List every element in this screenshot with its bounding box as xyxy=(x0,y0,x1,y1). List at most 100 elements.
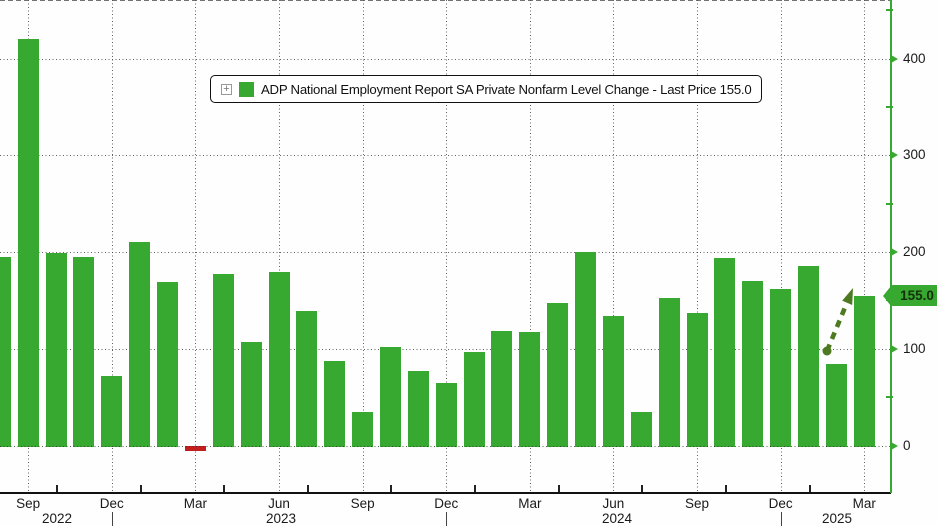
bar-sep-2022 xyxy=(17,39,39,447)
gridline-v xyxy=(529,0,531,492)
bar-nov-2023 xyxy=(407,371,429,447)
y-axis-minor-tick xyxy=(886,396,893,399)
bar-aug-2023 xyxy=(324,361,346,447)
x-year-label: 2023 xyxy=(265,511,297,526)
y-axis-tick-arrow-icon xyxy=(891,151,898,160)
bar-may-2024 xyxy=(575,252,597,447)
year-separator xyxy=(446,512,448,526)
bar-dec-2022 xyxy=(101,375,123,447)
gridline-h-300 xyxy=(0,155,891,157)
bar-jan-2025 xyxy=(798,265,820,447)
bar-jul-2024 xyxy=(630,411,652,447)
legend-expand-icon[interactable]: + xyxy=(221,83,232,95)
x-axis-tick xyxy=(474,485,477,492)
x-axis-tick xyxy=(306,485,309,492)
x-month-label: Mar xyxy=(518,496,542,511)
bar-dec-2024 xyxy=(770,288,792,447)
gridline-h-100 xyxy=(0,348,891,350)
gridline-h-0 xyxy=(0,445,891,447)
bar-oct-2022 xyxy=(45,252,67,447)
bar-mar-2023 xyxy=(184,446,206,451)
y-axis-tick-label: 300 xyxy=(903,147,926,163)
bar-may-2023 xyxy=(240,341,262,447)
x-year-label: 2024 xyxy=(601,511,633,526)
bar-oct-2023 xyxy=(379,346,401,447)
gridline-v xyxy=(362,0,364,492)
y-axis-tick-label: 400 xyxy=(903,50,926,66)
gridline-v xyxy=(613,0,615,492)
bar-feb-2024 xyxy=(491,331,513,447)
last-price-tag: 155.0 xyxy=(883,285,937,307)
legend-series-label: ADP National Employment Report SA Privat… xyxy=(261,81,752,97)
x-axis-tick xyxy=(390,485,393,492)
bar-jun-2023 xyxy=(268,272,290,447)
x-year-label: 2022 xyxy=(41,511,73,526)
bar-apr-2023 xyxy=(212,274,234,447)
y-axis-tick-label: 0 xyxy=(903,437,911,453)
bar-sep-2024 xyxy=(686,312,708,447)
y-axis-tick-arrow-icon xyxy=(891,54,898,63)
x-axis-tick xyxy=(724,485,727,492)
bar-feb-2023 xyxy=(157,281,179,447)
x-axis-tick xyxy=(56,485,59,492)
x-month-label: Jun xyxy=(602,496,625,511)
gridline-v xyxy=(697,0,699,492)
x-month-label: Sep xyxy=(685,496,710,511)
bar-jul-2023 xyxy=(296,311,318,447)
y-axis-tick-arrow-icon xyxy=(891,344,898,353)
x-year-label: 2025 xyxy=(821,511,853,526)
y-axis-tick-label: 200 xyxy=(903,244,926,259)
bar-dec-2023 xyxy=(435,382,457,447)
gridline-v xyxy=(780,0,782,492)
x-month-label: Dec xyxy=(434,496,459,511)
bar-jan-2023 xyxy=(129,242,151,447)
y-axis-tick-arrow-icon xyxy=(891,248,898,256)
bar-aug-2022 xyxy=(0,256,11,447)
bar-aug-2024 xyxy=(658,298,680,447)
bar-mar-2025 xyxy=(853,295,875,447)
last-price-tag-pointer-icon xyxy=(883,285,891,306)
bar-sep-2023 xyxy=(352,411,374,447)
gridline-v xyxy=(446,0,448,492)
x-axis-tick xyxy=(808,485,811,492)
gridline-v xyxy=(279,0,280,492)
gridline-h-400 xyxy=(0,58,891,60)
x-month-label: Dec xyxy=(99,496,124,511)
y-axis-tick-arrow-icon xyxy=(891,441,898,450)
bar-oct-2024 xyxy=(714,257,736,447)
x-month-label: Sep xyxy=(16,496,41,511)
x-month-label: Jun xyxy=(268,496,290,511)
last-price-value: 155.0 xyxy=(891,285,937,307)
bar-jun-2024 xyxy=(602,315,624,447)
x-axis-tick xyxy=(557,485,560,492)
gridline-v xyxy=(111,0,113,492)
chart-top-border xyxy=(0,0,891,1)
bar-feb-2025 xyxy=(825,364,847,447)
y-axis-minor-tick xyxy=(886,105,893,108)
bar-apr-2024 xyxy=(547,303,569,447)
gridline-v xyxy=(864,0,866,492)
y-axis-minor-tick xyxy=(886,9,893,12)
bar-mar-2024 xyxy=(519,332,541,447)
x-month-label: Sep xyxy=(350,496,375,511)
y-axis-tick-label: 100 xyxy=(903,340,926,356)
year-separator xyxy=(111,512,113,526)
bar-jan-2024 xyxy=(463,351,485,447)
x-month-label: Mar xyxy=(852,496,876,511)
y-axis-line xyxy=(890,0,892,493)
bar-nov-2024 xyxy=(742,281,764,447)
x-month-label: Dec xyxy=(768,496,793,511)
x-month-label: Mar xyxy=(183,496,207,511)
x-axis-tick xyxy=(223,485,226,492)
legend-box[interactable]: + ADP National Employment Report SA Priv… xyxy=(210,75,763,103)
x-axis-line xyxy=(0,492,891,494)
x-axis-tick xyxy=(139,485,142,492)
year-separator xyxy=(780,512,782,526)
y-axis-minor-tick xyxy=(886,202,893,205)
x-axis-tick xyxy=(641,485,644,492)
gridline-h-200 xyxy=(0,252,891,253)
legend-series-swatch-icon xyxy=(239,81,254,97)
gridline-v xyxy=(195,0,197,492)
bar-nov-2022 xyxy=(73,256,95,447)
